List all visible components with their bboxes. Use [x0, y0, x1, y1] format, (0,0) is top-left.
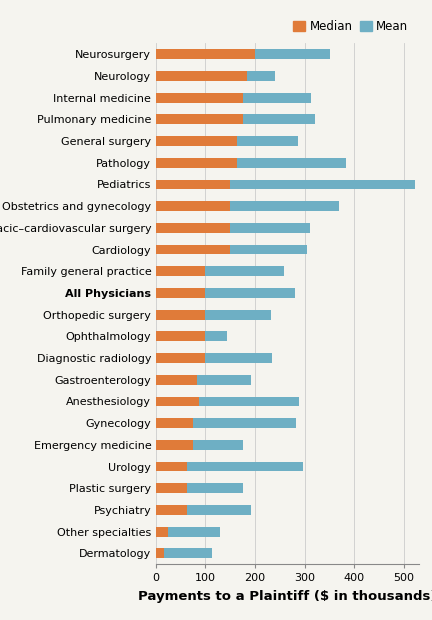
Bar — [156, 549, 212, 558]
Legend: Median, Mean: Median, Mean — [289, 16, 413, 38]
Bar — [156, 440, 242, 450]
Bar — [156, 202, 230, 211]
Bar — [156, 332, 227, 341]
Bar — [156, 136, 237, 146]
Bar — [156, 527, 168, 536]
Bar — [156, 353, 272, 363]
Bar — [156, 375, 197, 384]
Bar — [156, 288, 295, 298]
Bar — [156, 158, 237, 167]
Bar — [156, 484, 187, 493]
Bar — [156, 267, 284, 276]
Bar — [156, 180, 415, 189]
Bar — [156, 245, 307, 254]
Bar — [156, 158, 346, 167]
Bar — [156, 527, 220, 536]
Bar — [156, 50, 330, 59]
Bar — [156, 310, 205, 319]
Bar — [156, 549, 164, 558]
Bar — [156, 202, 340, 211]
Bar — [156, 310, 271, 319]
X-axis label: Payments to a Plaintiff ($ in thousands): Payments to a Plaintiff ($ in thousands) — [138, 590, 432, 603]
Bar — [156, 375, 251, 384]
Bar — [156, 223, 230, 232]
Bar — [156, 71, 247, 81]
Bar — [156, 462, 187, 471]
Bar — [156, 223, 310, 232]
Bar — [156, 418, 193, 428]
Bar — [156, 136, 298, 146]
Bar — [156, 462, 303, 471]
Bar — [156, 93, 311, 102]
Bar — [156, 505, 251, 515]
Bar — [156, 397, 199, 406]
Bar — [156, 93, 242, 102]
Bar — [156, 267, 205, 276]
Bar — [156, 418, 296, 428]
Bar — [156, 115, 242, 124]
Bar — [156, 440, 193, 450]
Bar — [156, 115, 314, 124]
Bar — [156, 288, 205, 298]
Bar — [156, 484, 242, 493]
Bar — [156, 50, 255, 59]
Bar — [156, 505, 187, 515]
Bar — [156, 71, 275, 81]
Bar — [156, 353, 205, 363]
Bar — [156, 397, 299, 406]
Bar — [156, 332, 205, 341]
Bar — [156, 245, 230, 254]
Bar — [156, 180, 230, 189]
